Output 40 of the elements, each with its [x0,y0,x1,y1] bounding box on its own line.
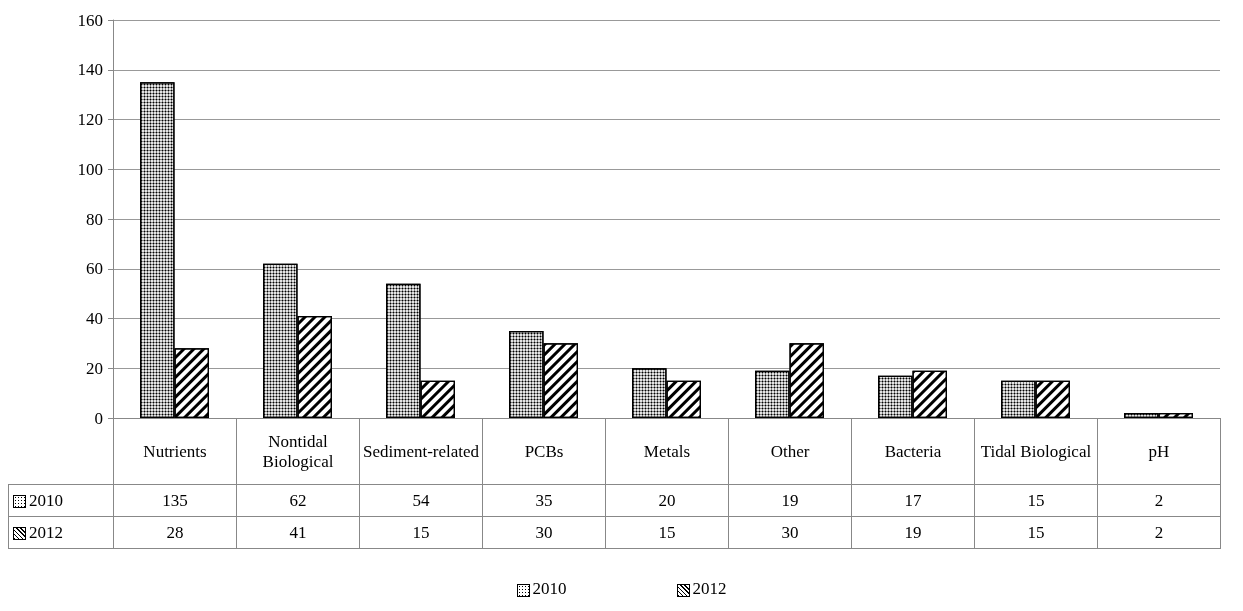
y-tick-label: 0 [94,408,103,428]
y-tick-label: 80 [86,209,103,229]
data-label: 15 [359,516,483,549]
y-tick-label: 100 [77,159,103,179]
data-label: 19 [728,484,852,517]
data-label: 35 [482,484,606,517]
y-tick-label: 20 [86,358,103,378]
y-tick-label: 120 [77,110,103,129]
y-tick-label: 160 [77,10,103,30]
y-tick-label: 40 [86,309,103,328]
data-label: 30 [482,516,606,549]
y-tick-label: 140 [77,60,103,80]
data-label: 15 [605,516,729,549]
y-tick-label: 60 [86,259,103,279]
data-label: 19 [851,516,975,549]
x-tick-label: Tidal Biological [974,418,1098,485]
legend-label: 2010 [8,484,114,517]
x-tick-label: Other [728,418,852,485]
data-label: 135 [113,484,237,517]
data-label: 28 [113,516,237,549]
data-label: 2 [1097,516,1221,549]
x-tick-label: PCBs [482,418,606,485]
legend-label: 2012 [8,516,114,549]
text: 2012 [692,579,727,598]
data-label: 20 [605,484,729,517]
x-tick-label: Sediment-related [359,418,483,485]
text: 2010 [532,579,567,598]
x-tick-label: pH [1097,418,1221,485]
data-label: 15 [974,484,1098,517]
x-tick-label: Metals [605,418,729,485]
x-tick-label: Bacteria [851,418,975,485]
data-label: 62 [236,484,360,517]
data-label: 15 [974,516,1098,549]
data-label: 2 [1097,484,1221,517]
data-label: 17 [851,484,975,517]
data-label: 41 [236,516,360,549]
x-tick-label: Nontidal Biological [236,418,360,485]
data-label: 54 [359,484,483,517]
data-label: 30 [728,516,852,549]
x-tick-label: Nutrients [113,418,237,485]
